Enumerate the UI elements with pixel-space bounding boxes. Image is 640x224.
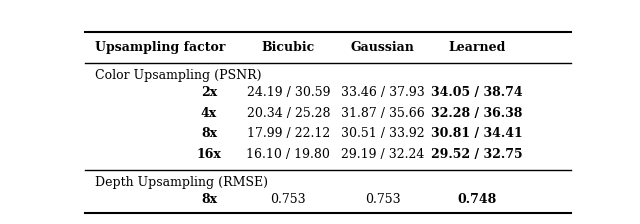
Text: 8x: 8x <box>201 127 217 140</box>
Text: 8x: 8x <box>201 193 217 206</box>
Text: 33.46 / 37.93: 33.46 / 37.93 <box>340 86 424 99</box>
Text: 31.87 / 35.66: 31.87 / 35.66 <box>340 107 424 120</box>
Text: 30.81 / 34.41: 30.81 / 34.41 <box>431 127 523 140</box>
Text: Gaussian: Gaussian <box>351 41 415 54</box>
Text: 16x: 16x <box>196 148 221 161</box>
Text: Bicubic: Bicubic <box>262 41 315 54</box>
Text: Upsampling factor: Upsampling factor <box>95 41 225 54</box>
Text: 16.10 / 19.80: 16.10 / 19.80 <box>246 148 330 161</box>
Text: 24.19 / 30.59: 24.19 / 30.59 <box>246 86 330 99</box>
Text: Color Upsampling (PSNR): Color Upsampling (PSNR) <box>95 69 261 82</box>
Text: 4x: 4x <box>201 107 217 120</box>
Text: 30.51 / 33.92: 30.51 / 33.92 <box>340 127 424 140</box>
Text: 0.748: 0.748 <box>457 193 497 206</box>
Text: 29.19 / 32.24: 29.19 / 32.24 <box>341 148 424 161</box>
Text: Learned: Learned <box>448 41 506 54</box>
Text: 17.99 / 22.12: 17.99 / 22.12 <box>246 127 330 140</box>
Text: 2x: 2x <box>201 86 217 99</box>
Text: 0.753: 0.753 <box>271 193 306 206</box>
Text: Depth Upsampling (RMSE): Depth Upsampling (RMSE) <box>95 176 268 189</box>
Text: 29.52 / 32.75: 29.52 / 32.75 <box>431 148 523 161</box>
Text: 0.753: 0.753 <box>365 193 401 206</box>
Text: 20.34 / 25.28: 20.34 / 25.28 <box>246 107 330 120</box>
Text: 32.28 / 36.38: 32.28 / 36.38 <box>431 107 522 120</box>
Text: 34.05 / 38.74: 34.05 / 38.74 <box>431 86 523 99</box>
